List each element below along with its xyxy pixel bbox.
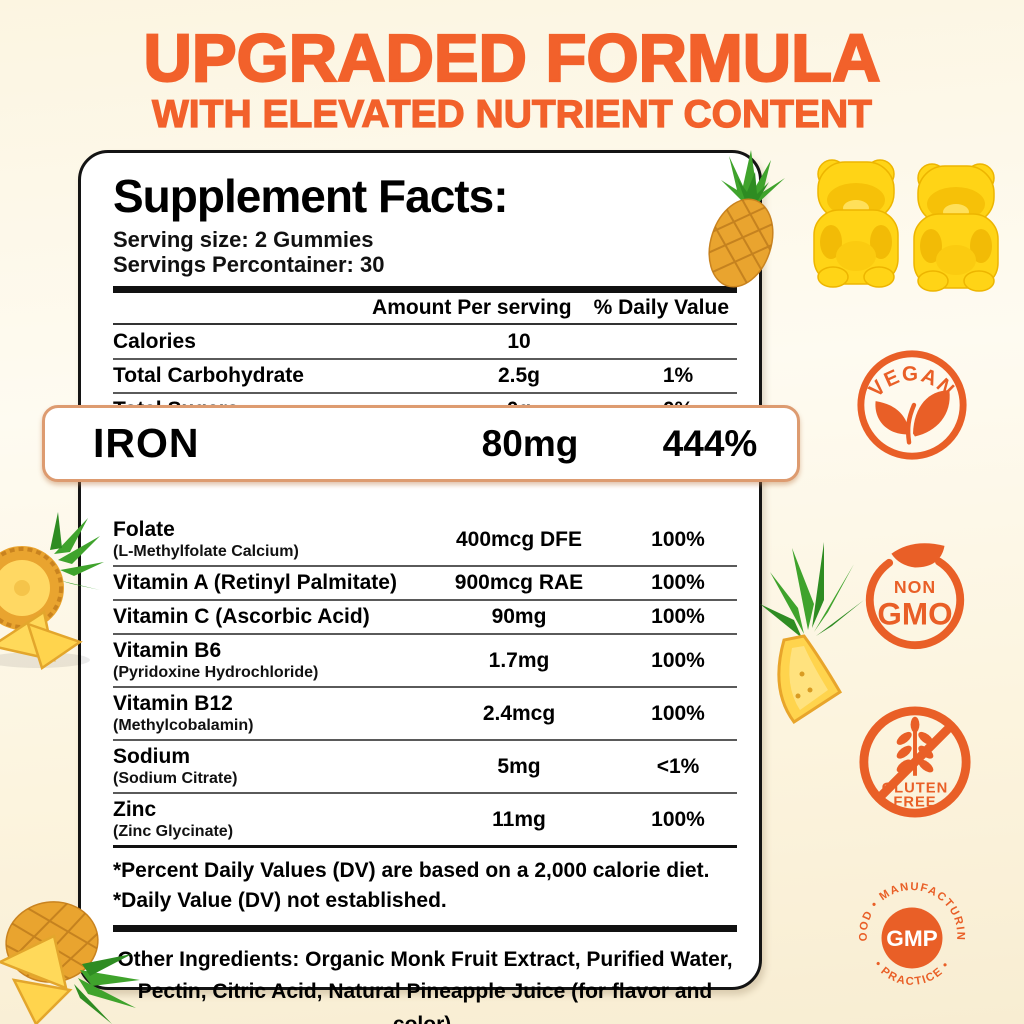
- nutrient-form: (Pyridoxine Hydrochloride): [113, 664, 319, 682]
- pineapple-icon: [0, 512, 104, 670]
- divider-thin: [113, 323, 737, 326]
- nutrient-name: Calories: [113, 329, 196, 353]
- pineapple-icon: [702, 150, 785, 289]
- nutrient-amount: 900mcg RAE: [454, 571, 584, 595]
- iron-daily-value: 444%: [662, 422, 758, 464]
- footnote-dv: *Percent Daily Values (DV) are based on …: [113, 859, 710, 883]
- gmp-circle: [881, 907, 943, 969]
- table-row: Vitamin C (Ascorbic Acid) 90mg 100%: [113, 599, 737, 633]
- nutrient-form: (Zinc Glycinate): [113, 823, 234, 841]
- divider-thick-bottom: [113, 924, 737, 932]
- pineapple-leaves: [74, 954, 140, 1024]
- supplement-facts-panel: Supplement Facts: Serving size: 2 Gummie…: [78, 150, 762, 1024]
- nutrient-amount: 5mg: [497, 754, 541, 778]
- nutrient-daily-value: 100%: [651, 807, 705, 831]
- nutrient-name: Sodium: [113, 745, 190, 769]
- nutrient-daily-value: 1%: [662, 364, 694, 388]
- subheadline: WITH ELEVATED NUTRIENT CONTENT: [151, 92, 872, 136]
- nutrient-daily-value: 100%: [651, 571, 705, 595]
- pineapple-image-bottom-left: [0, 895, 140, 1024]
- nutrient-rows-bottom: Folate (L-Methylfolate Calcium) 400mcg D…: [113, 514, 737, 845]
- nutrient-form: (Methylcobalamin): [113, 717, 254, 735]
- gluten-free-ring: [859, 706, 971, 818]
- gummy-bears-image: [813, 159, 999, 292]
- headline: UPGRADED FORMULA: [142, 20, 881, 97]
- nutrient-name: Vitamin A (Retinyl Palmitate): [113, 571, 397, 595]
- pineapple-image-top: [702, 150, 785, 289]
- gluten-free-line1: GLUTEN: [882, 780, 949, 796]
- non-gmo-line2: GMO: [877, 597, 952, 632]
- iron-name: IRON: [93, 420, 200, 466]
- gmp-label: GMP: [886, 926, 938, 951]
- nutrient-amount: 90mg: [491, 605, 547, 629]
- pineapple-image-left: [0, 512, 104, 670]
- pineapple-icon: [760, 542, 864, 725]
- nutrient-name: Zinc: [113, 798, 157, 822]
- table-row: Vitamin A (Retinyl Palmitate) 900mcg RAE…: [113, 565, 737, 599]
- column-headers: Amount Per serving % Daily Value: [113, 293, 737, 323]
- non-gmo-badge: NON GMO: [865, 543, 965, 650]
- nutrient-amount: 2.4mcg: [482, 701, 556, 725]
- nutrient-daily-value: 100%: [651, 605, 705, 629]
- nutrient-daily-value: <1%: [656, 754, 700, 778]
- table-row: Calories 10: [113, 325, 737, 358]
- nutrient-daily-value: 100%: [651, 648, 705, 672]
- iron-highlight-row: IRON 80mg 444%: [42, 405, 800, 482]
- nutrient-amount: 10: [507, 329, 531, 353]
- table-row: Zinc (Zinc Glycinate) 11mg 100%: [113, 792, 737, 845]
- pineapple-leaves: [760, 542, 864, 638]
- gmp-badge: GMP GOOD • MANUFACTURING • PRACTICE •: [853, 879, 965, 988]
- table-row: Total Carbohydrate 2.5g 1%: [113, 358, 737, 392]
- column-daily-value: % Daily Value: [593, 296, 729, 320]
- nutrient-amount: 400mcg DFE: [455, 527, 583, 551]
- leaf-icon: [875, 390, 950, 445]
- non-gmo-line1: NON: [894, 577, 936, 597]
- nutrient-name: Total Carbohydrate: [113, 364, 304, 388]
- iron-amount: 80mg: [481, 422, 579, 464]
- nutrient-amount: 2.5g: [497, 364, 541, 388]
- nutrient-name: Folate: [113, 518, 175, 542]
- footnote-not-established: *Daily Value (DV) not established.: [113, 888, 447, 912]
- gummy-bear-icon: [913, 163, 999, 292]
- pineapple-image-right: [760, 542, 864, 725]
- vegan-badge: VEGAN: [857, 350, 967, 460]
- servings-per-container: Servings Percontainer: 30: [113, 252, 385, 278]
- serving-size: Serving size: 2 Gummies: [113, 227, 374, 252]
- column-amount: Amount Per serving: [372, 296, 572, 320]
- footnotes: *Percent Daily Values (DV) are based on …: [113, 848, 737, 925]
- nutrient-name: Vitamin B6: [113, 639, 222, 663]
- table-row: Vitamin B6 (Pyridoxine Hydrochloride) 1.…: [113, 633, 737, 686]
- gummy-bear-icon: [813, 159, 899, 288]
- nutrient-amount: 1.7mg: [488, 648, 550, 672]
- panel-title: Supplement Facts:: [113, 170, 509, 222]
- nutrient-daily-value: 100%: [651, 701, 705, 725]
- table-row: Folate (L-Methylfolate Calcium) 400mcg D…: [113, 514, 737, 565]
- gluten-free-badge: GLUTEN FREE: [859, 706, 971, 818]
- nutrient-form: (L-Methylfolate Calcium): [113, 543, 299, 561]
- nutrient-form: (Sodium Citrate): [113, 770, 238, 788]
- divider-thick: [113, 286, 737, 294]
- pineapple-leaves: [50, 512, 104, 590]
- vegan-ring: [857, 350, 967, 460]
- nutrient-amount: 11mg: [492, 807, 546, 831]
- other-ingredients: Other Ingredients: Organic Monk Fruit Ex…: [117, 947, 733, 1024]
- nutrient-name: Vitamin C (Ascorbic Acid): [113, 605, 370, 629]
- table-row: Sodium (Sodium Citrate) 5mg <1%: [113, 739, 737, 792]
- gluten-free-line2: FREE: [893, 794, 936, 810]
- divider-medium: [113, 845, 737, 849]
- non-gmo-ring: [865, 550, 965, 650]
- pineapple-icon: [0, 895, 140, 1024]
- slash-icon: [878, 725, 952, 799]
- nutrient-name: Vitamin B12: [113, 692, 233, 716]
- leaf-icon: [891, 543, 945, 568]
- table-row: Vitamin B12 (Methylcobalamin) 2.4mcg 100…: [113, 686, 737, 739]
- nutrient-daily-value: 100%: [651, 527, 705, 551]
